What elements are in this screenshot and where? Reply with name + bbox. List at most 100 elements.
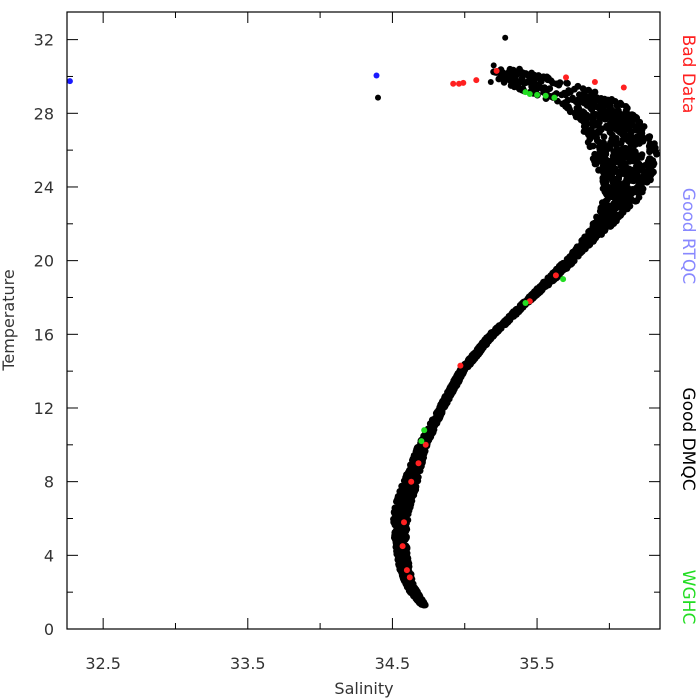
data-point	[564, 80, 571, 87]
data-point	[572, 108, 580, 116]
data-point	[560, 276, 567, 283]
legend-entry: Bad Data	[678, 35, 698, 114]
y-tick-label: 12	[34, 399, 54, 418]
y-axis-label: Temperature	[0, 269, 18, 371]
series-wghc	[418, 89, 567, 445]
data-point	[431, 419, 439, 426]
data-point	[627, 173, 635, 181]
data-point	[440, 396, 448, 403]
data-point	[567, 88, 574, 96]
data-point	[559, 100, 566, 108]
data-point	[555, 81, 563, 89]
data-point	[611, 154, 618, 162]
data-point	[560, 89, 568, 97]
data-point	[622, 107, 630, 114]
data-point	[610, 135, 618, 143]
data-point	[572, 113, 580, 121]
x-tick-label: 33.5	[230, 654, 266, 673]
y-tick-label: 32	[34, 31, 54, 50]
x-tick-label: 35.5	[519, 654, 555, 673]
data-point	[404, 554, 411, 561]
data-point	[412, 473, 420, 481]
data-point	[412, 586, 420, 593]
data-point	[607, 98, 615, 106]
data-point	[460, 79, 467, 86]
data-point	[413, 445, 421, 453]
data-point	[436, 410, 444, 418]
data-point	[580, 109, 588, 116]
series-good-rtqc	[66, 72, 380, 85]
data-point	[66, 78, 73, 85]
data-point	[425, 427, 433, 434]
data-point	[512, 72, 520, 79]
data-point	[533, 287, 541, 295]
data-point	[578, 240, 586, 248]
data-point	[396, 496, 404, 504]
data-point	[574, 82, 582, 90]
data-point	[593, 134, 600, 142]
data-point	[502, 34, 509, 41]
data-point	[422, 441, 429, 448]
data-point	[397, 531, 404, 539]
data-point	[493, 67, 500, 74]
data-point	[616, 129, 624, 136]
data-point	[406, 503, 414, 511]
data-point	[614, 140, 621, 148]
data-point	[542, 92, 549, 99]
data-point	[625, 154, 632, 162]
data-point	[615, 173, 623, 181]
data-point	[406, 574, 413, 581]
data-point	[608, 188, 616, 196]
data-point	[608, 171, 616, 178]
data-point	[615, 101, 622, 109]
y-tick-label: 8	[44, 473, 54, 492]
data-point	[564, 96, 572, 104]
x-axis-label: Salinity	[334, 679, 393, 698]
data-point	[618, 209, 625, 217]
data-point	[404, 510, 412, 518]
data-point	[622, 162, 629, 170]
data-point	[599, 152, 606, 159]
data-point	[522, 300, 529, 306]
data-point	[549, 79, 557, 87]
data-point	[591, 79, 598, 85]
data-point	[407, 496, 415, 504]
legend-entry: Good DMQC	[678, 387, 698, 490]
data-point	[619, 202, 626, 210]
data-point	[629, 111, 637, 119]
data-point	[631, 123, 639, 131]
data-point	[647, 164, 655, 172]
data-point	[589, 142, 597, 150]
data-point	[375, 94, 381, 101]
data-point	[633, 197, 641, 205]
data-point	[595, 166, 602, 174]
data-point	[402, 524, 409, 532]
data-point	[421, 427, 428, 434]
data-point	[477, 345, 485, 352]
plot-border	[66, 11, 661, 630]
data-point	[490, 62, 497, 69]
x-tick-label: 32.5	[85, 654, 121, 673]
data-point	[399, 543, 406, 550]
data-point	[605, 109, 613, 117]
data-point	[632, 134, 640, 142]
data-point	[402, 480, 410, 488]
y-tick-label: 16	[34, 325, 54, 344]
data-point	[466, 359, 474, 367]
data-point	[630, 146, 638, 154]
data-point	[596, 119, 603, 126]
data-point	[540, 73, 547, 81]
data-point	[585, 237, 593, 245]
data-point	[487, 79, 494, 85]
series-good-dmqc-cloud	[390, 65, 660, 609]
data-point	[584, 138, 592, 146]
legend-entry: Good RTQC	[678, 188, 698, 284]
data-point	[513, 309, 521, 317]
data-point	[495, 326, 503, 334]
data-point	[629, 186, 636, 193]
data-point	[646, 155, 654, 163]
data-point	[592, 160, 600, 168]
data-point	[552, 272, 559, 279]
data-point	[613, 183, 620, 191]
data-point	[518, 77, 526, 85]
